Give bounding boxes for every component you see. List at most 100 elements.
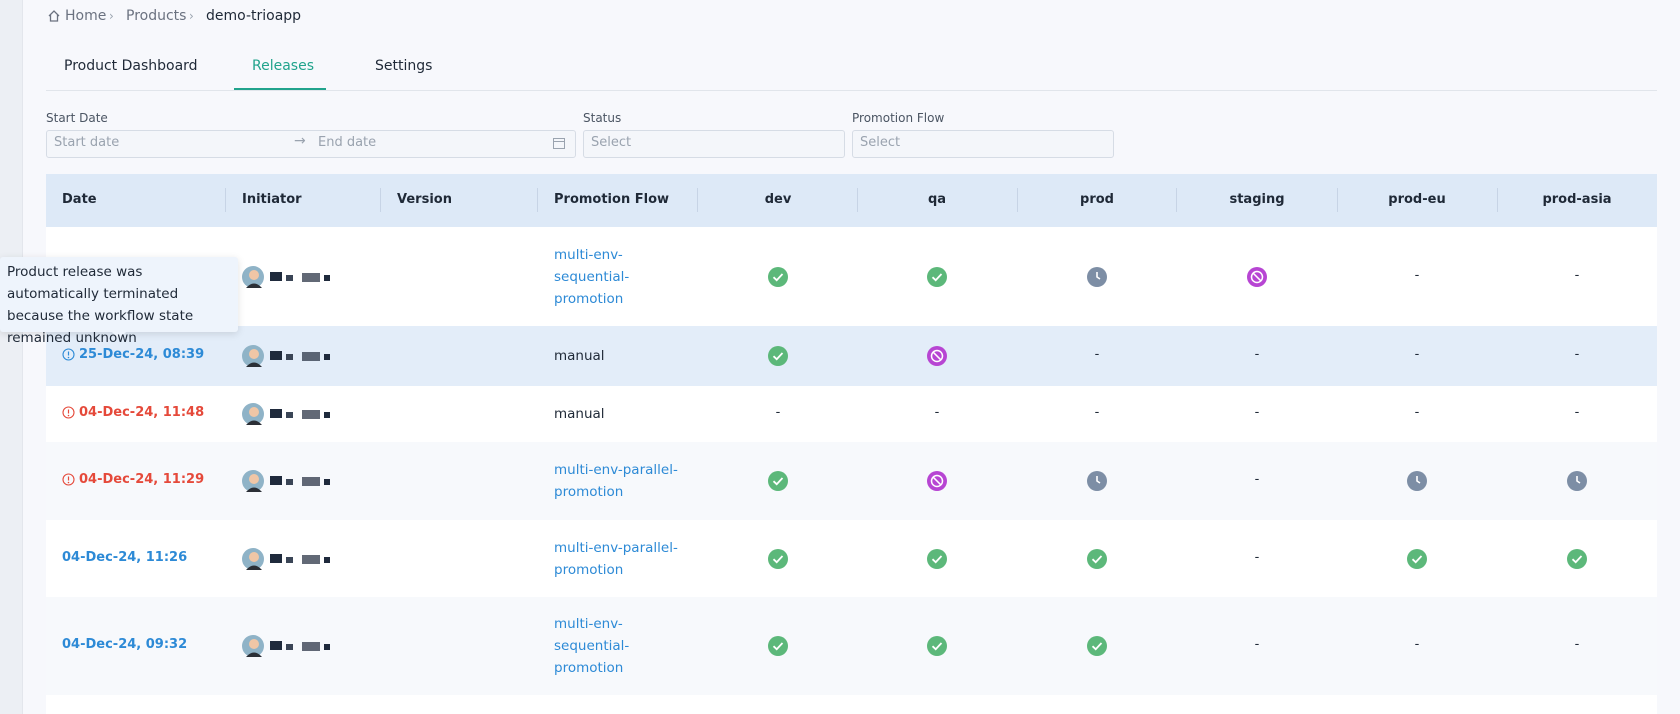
column-separator xyxy=(380,188,381,212)
column-header: Initiator xyxy=(242,192,302,207)
status-success[interactable] xyxy=(1406,548,1428,570)
tabs-divider xyxy=(46,90,1657,91)
empty-status: - xyxy=(1574,637,1580,652)
release-date[interactable]: 04-Dec-24, 09:32 xyxy=(62,637,188,652)
empty-status: - xyxy=(1254,405,1260,420)
release-date[interactable]: 04-Dec-24, 11:48 xyxy=(79,405,205,420)
placeholder: End date xyxy=(318,135,377,150)
initiator-avatar xyxy=(242,635,330,657)
calendar-icon[interactable] xyxy=(552,136,566,150)
tab[interactable]: Product Dashboard xyxy=(64,58,198,74)
status-success[interactable] xyxy=(767,345,789,367)
status-success[interactable] xyxy=(767,548,789,570)
column-separator xyxy=(857,188,858,212)
empty-status: - xyxy=(1414,637,1420,652)
table-header xyxy=(46,174,1657,227)
placeholder: Select xyxy=(860,135,901,150)
empty-status: - xyxy=(1094,405,1100,420)
status-success[interactable] xyxy=(767,470,789,492)
filter-label: Start Date xyxy=(46,111,108,125)
empty-status: - xyxy=(1094,347,1100,362)
breadcrumb-item[interactable]: Home xyxy=(65,8,107,24)
status-blocked[interactable] xyxy=(1246,266,1268,288)
sidebar xyxy=(0,0,23,714)
column-separator xyxy=(1337,188,1338,212)
release-date[interactable]: 25-Dec-24, 08:39 xyxy=(79,347,205,362)
empty-status: - xyxy=(1414,405,1420,420)
date-range-input[interactable] xyxy=(46,130,576,158)
column-separator xyxy=(697,188,698,212)
empty-status: - xyxy=(1254,347,1260,362)
state-icon[interactable] xyxy=(62,473,75,486)
status-blocked[interactable] xyxy=(926,345,948,367)
column-header: dev xyxy=(764,192,792,207)
promotion-flow: manual xyxy=(554,406,605,422)
status-blocked[interactable] xyxy=(926,470,948,492)
initiator-avatar xyxy=(242,345,330,367)
table-row xyxy=(46,695,1657,714)
column-separator xyxy=(1176,188,1177,212)
status-success[interactable] xyxy=(926,548,948,570)
filter-label: Status xyxy=(583,111,622,125)
column-separator xyxy=(1017,188,1018,212)
status-pending[interactable] xyxy=(1406,470,1428,492)
empty-status: - xyxy=(1414,347,1420,362)
status-success[interactable] xyxy=(926,635,948,657)
breadcrumb-separator: › xyxy=(109,9,114,23)
arrow: → xyxy=(294,133,306,149)
column-separator xyxy=(1497,188,1498,212)
status-pending[interactable] xyxy=(1086,470,1108,492)
release-date[interactable]: 04-Dec-24, 11:29 xyxy=(79,472,205,487)
status-success[interactable] xyxy=(767,635,789,657)
empty-status: - xyxy=(1414,267,1420,283)
state-icon[interactable] xyxy=(62,348,75,361)
empty-status: - xyxy=(1254,637,1260,652)
empty-status: - xyxy=(1254,472,1260,487)
initiator-avatar xyxy=(242,403,330,425)
status-success[interactable] xyxy=(1086,635,1108,657)
status-pending[interactable] xyxy=(1566,470,1588,492)
empty-status: - xyxy=(1574,267,1580,283)
breadcrumb-item: demo-trioapp xyxy=(206,8,302,24)
column-header: qa xyxy=(927,192,947,207)
empty-status: - xyxy=(1254,549,1260,565)
column-header: Date xyxy=(62,192,97,207)
column-header: prod-eu xyxy=(1388,192,1446,207)
tooltip xyxy=(0,257,238,332)
tab[interactable]: Settings xyxy=(375,58,433,74)
breadcrumb-separator: › xyxy=(189,9,194,23)
promotion-flow-link[interactable]: multi-env-parallel-promotion xyxy=(554,462,678,500)
promotion-flow: manual xyxy=(554,348,605,364)
initiator-avatar xyxy=(242,547,330,570)
promotion-flow-link[interactable]: multi-env-parallel-promotion xyxy=(554,539,678,578)
status-select[interactable] xyxy=(583,130,845,158)
status-success[interactable] xyxy=(767,266,789,288)
empty-status: - xyxy=(1574,347,1580,362)
tab[interactable]: Releases xyxy=(252,58,314,74)
column-header: prod xyxy=(1080,192,1114,207)
promotion-flow-link[interactable]: multi-env-sequential-promotion xyxy=(554,246,630,307)
tooltip-text: Product release was automatically termin… xyxy=(7,264,194,346)
column-header: Version xyxy=(397,192,452,207)
column-separator xyxy=(537,188,538,212)
status-success[interactable] xyxy=(1566,548,1588,570)
status-pending[interactable] xyxy=(1086,266,1108,288)
release-date[interactable]: 04-Dec-24, 11:26 xyxy=(62,549,188,565)
initiator-avatar xyxy=(242,470,330,492)
column-header: staging xyxy=(1229,192,1285,207)
promotion-flow-link[interactable]: multi-env-sequential-promotion xyxy=(554,616,630,676)
placeholder: Select xyxy=(591,135,632,150)
empty-status: - xyxy=(775,405,781,420)
status-success[interactable] xyxy=(1086,548,1108,570)
home-icon[interactable] xyxy=(47,9,61,23)
column-header: Promotion Flow xyxy=(554,192,670,207)
column-separator xyxy=(225,188,226,212)
filter-label: Promotion Flow xyxy=(852,111,945,125)
flow-select[interactable] xyxy=(852,130,1114,158)
breadcrumb-item[interactable]: Products xyxy=(126,8,187,24)
state-icon[interactable] xyxy=(62,406,75,419)
status-success[interactable] xyxy=(926,266,948,288)
empty-status: - xyxy=(1574,405,1580,420)
column-header: prod-asia xyxy=(1542,192,1612,207)
